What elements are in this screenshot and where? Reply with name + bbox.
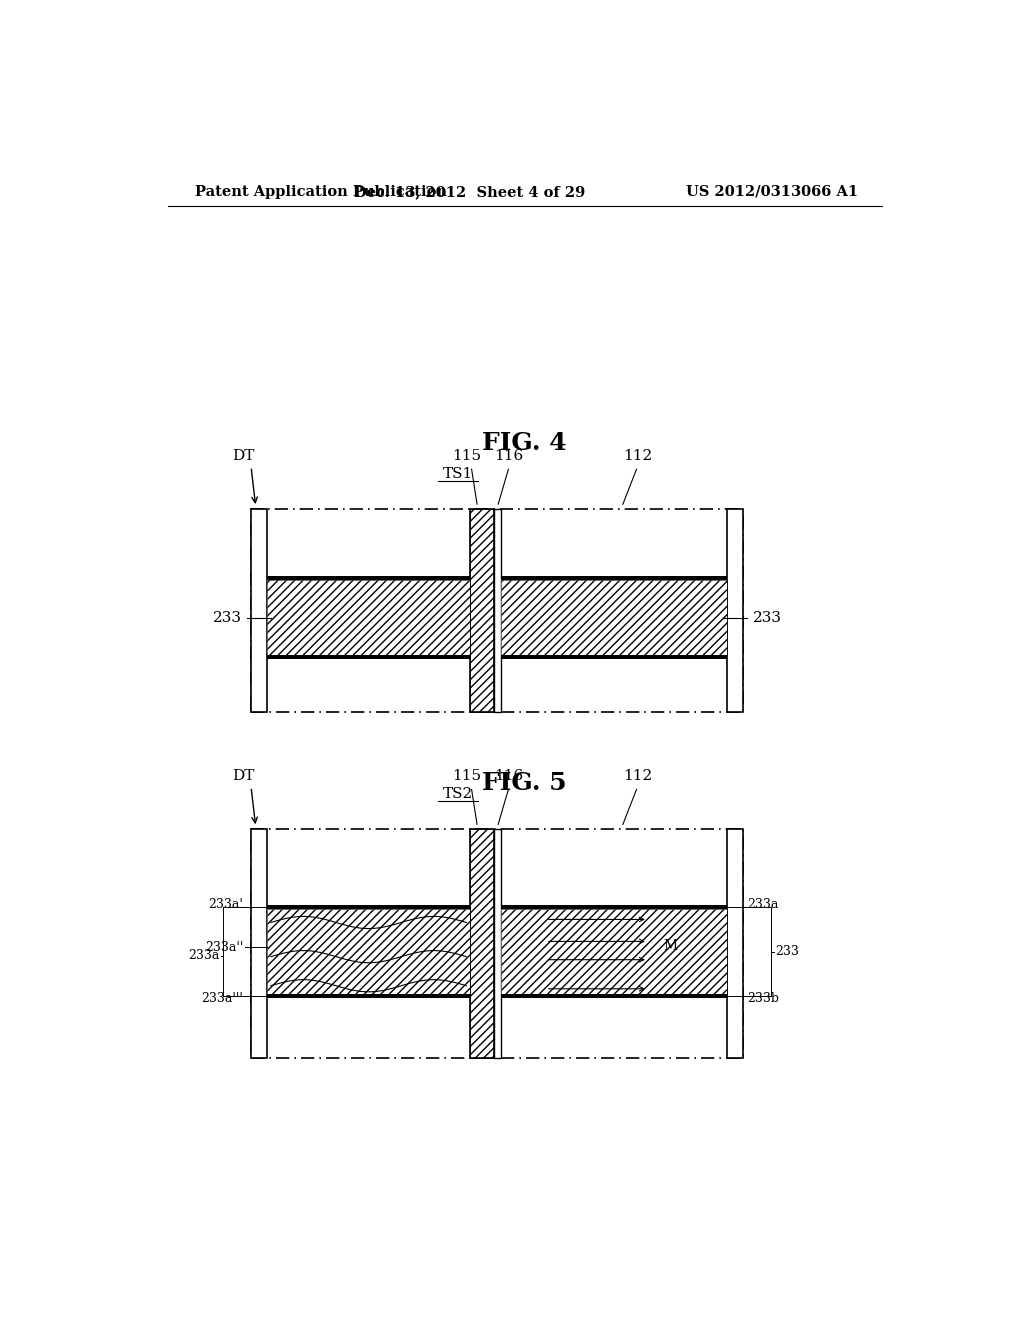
- Text: TS1: TS1: [442, 466, 473, 480]
- Text: 233: 233: [775, 945, 799, 958]
- Text: 233a'': 233a'': [205, 941, 243, 954]
- Bar: [501, 909, 727, 994]
- Bar: [267, 906, 470, 909]
- Bar: [267, 581, 470, 656]
- Text: 115: 115: [453, 770, 481, 784]
- Text: TS2: TS2: [442, 787, 473, 801]
- Text: 116: 116: [495, 449, 524, 463]
- Text: 112: 112: [623, 770, 652, 784]
- Text: DT: DT: [231, 449, 254, 463]
- Bar: [470, 510, 495, 713]
- Bar: [267, 656, 470, 660]
- Bar: [267, 576, 470, 581]
- Bar: [251, 829, 743, 1057]
- Text: 233a''': 233a''': [201, 993, 243, 1006]
- Text: 233a': 233a': [208, 898, 243, 911]
- Bar: [727, 510, 743, 713]
- Bar: [470, 829, 495, 1057]
- Text: 112: 112: [623, 449, 652, 463]
- Text: 233a: 233a: [748, 898, 778, 911]
- Bar: [470, 510, 495, 713]
- Bar: [251, 510, 267, 713]
- Bar: [251, 510, 743, 713]
- Bar: [501, 656, 727, 660]
- Text: 115: 115: [453, 449, 481, 463]
- Bar: [470, 829, 495, 1057]
- Bar: [251, 829, 267, 1057]
- Bar: [267, 581, 470, 656]
- Text: FIG. 4: FIG. 4: [482, 432, 567, 455]
- Text: FIG. 5: FIG. 5: [482, 771, 567, 796]
- Bar: [267, 909, 470, 994]
- Bar: [267, 994, 470, 998]
- Text: 233: 233: [753, 611, 781, 624]
- Bar: [501, 581, 727, 656]
- Text: 116: 116: [495, 770, 524, 784]
- Bar: [501, 906, 727, 909]
- Bar: [495, 510, 501, 713]
- Text: 233b: 233b: [748, 993, 779, 1006]
- Text: US 2012/0313066 A1: US 2012/0313066 A1: [686, 185, 858, 199]
- Text: 233a: 233a: [187, 949, 219, 962]
- Bar: [501, 994, 727, 998]
- Text: Patent Application Publication: Patent Application Publication: [196, 185, 447, 199]
- Bar: [501, 581, 727, 656]
- Text: Dec. 13, 2012  Sheet 4 of 29: Dec. 13, 2012 Sheet 4 of 29: [353, 185, 585, 199]
- Bar: [495, 829, 501, 1057]
- Bar: [501, 909, 727, 994]
- Text: DT: DT: [231, 770, 254, 784]
- Bar: [267, 909, 470, 994]
- Text: M: M: [664, 940, 678, 953]
- Text: 233: 233: [213, 611, 242, 624]
- Bar: [501, 576, 727, 581]
- Bar: [727, 829, 743, 1057]
